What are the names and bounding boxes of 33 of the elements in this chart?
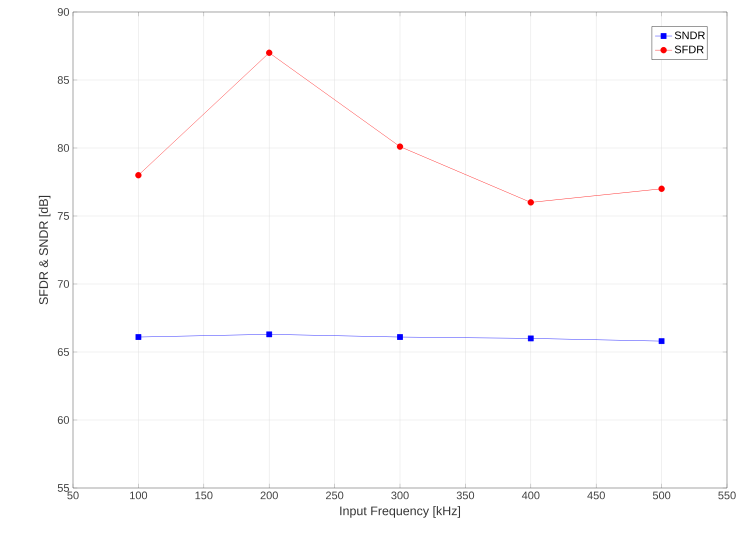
- x-tick-label: 300: [391, 492, 409, 500]
- point: [658, 338, 664, 344]
- y-tick-label: 80: [58, 144, 70, 152]
- y-tick-label: 85: [58, 76, 70, 84]
- x-tick-label: 500: [652, 492, 670, 500]
- x-tick-label: 50: [67, 492, 79, 500]
- y-tick-label: 60: [58, 416, 70, 424]
- point: [396, 143, 404, 150]
- point: [658, 186, 665, 192]
- x-tick-label: 350: [456, 492, 474, 500]
- legend-label: SNDR: [674, 31, 705, 40]
- x-axis-title: Input Frequency [kHz]: [340, 506, 460, 518]
- point: [136, 334, 142, 340]
- y-tick-label: 55: [58, 484, 70, 492]
- x-tick-label: 400: [522, 492, 540, 500]
- y-tick-label: 90: [58, 8, 70, 16]
- y-tick-label: 75: [58, 212, 70, 220]
- point: [266, 331, 272, 338]
- point: [397, 334, 403, 340]
- legend-label: SFDR: [674, 46, 704, 54]
- x-tick-label: 250: [326, 492, 344, 500]
- x-tick-label: 550: [718, 492, 736, 500]
- point: [135, 172, 142, 178]
- x-tick-label: 200: [260, 492, 278, 500]
- x-tick-label: 100: [130, 492, 148, 500]
- point: [266, 50, 272, 56]
- y-tick-label: 70: [58, 280, 70, 288]
- y-axis-title: SFDR & SNDR [dB]: [38, 196, 50, 304]
- point: [528, 199, 534, 206]
- x-tick-label: 450: [587, 492, 605, 500]
- point: [528, 336, 534, 342]
- y-tick-label: 65: [58, 348, 70, 356]
- x-tick-label: 150: [195, 492, 212, 500]
